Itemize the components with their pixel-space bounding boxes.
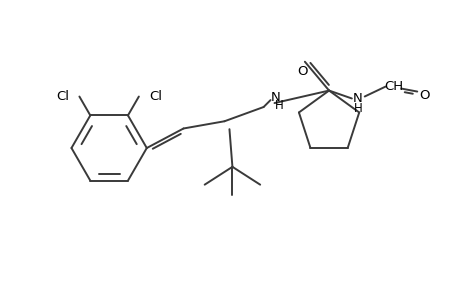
- Text: Cl: Cl: [148, 90, 162, 103]
- Text: H: H: [274, 98, 283, 112]
- Text: O: O: [297, 65, 308, 78]
- Text: CH: CH: [383, 80, 402, 93]
- Text: N: N: [352, 92, 362, 105]
- Text: Cl: Cl: [56, 90, 69, 103]
- Text: N: N: [270, 91, 280, 103]
- Text: H: H: [353, 102, 361, 115]
- Text: O: O: [418, 89, 429, 102]
